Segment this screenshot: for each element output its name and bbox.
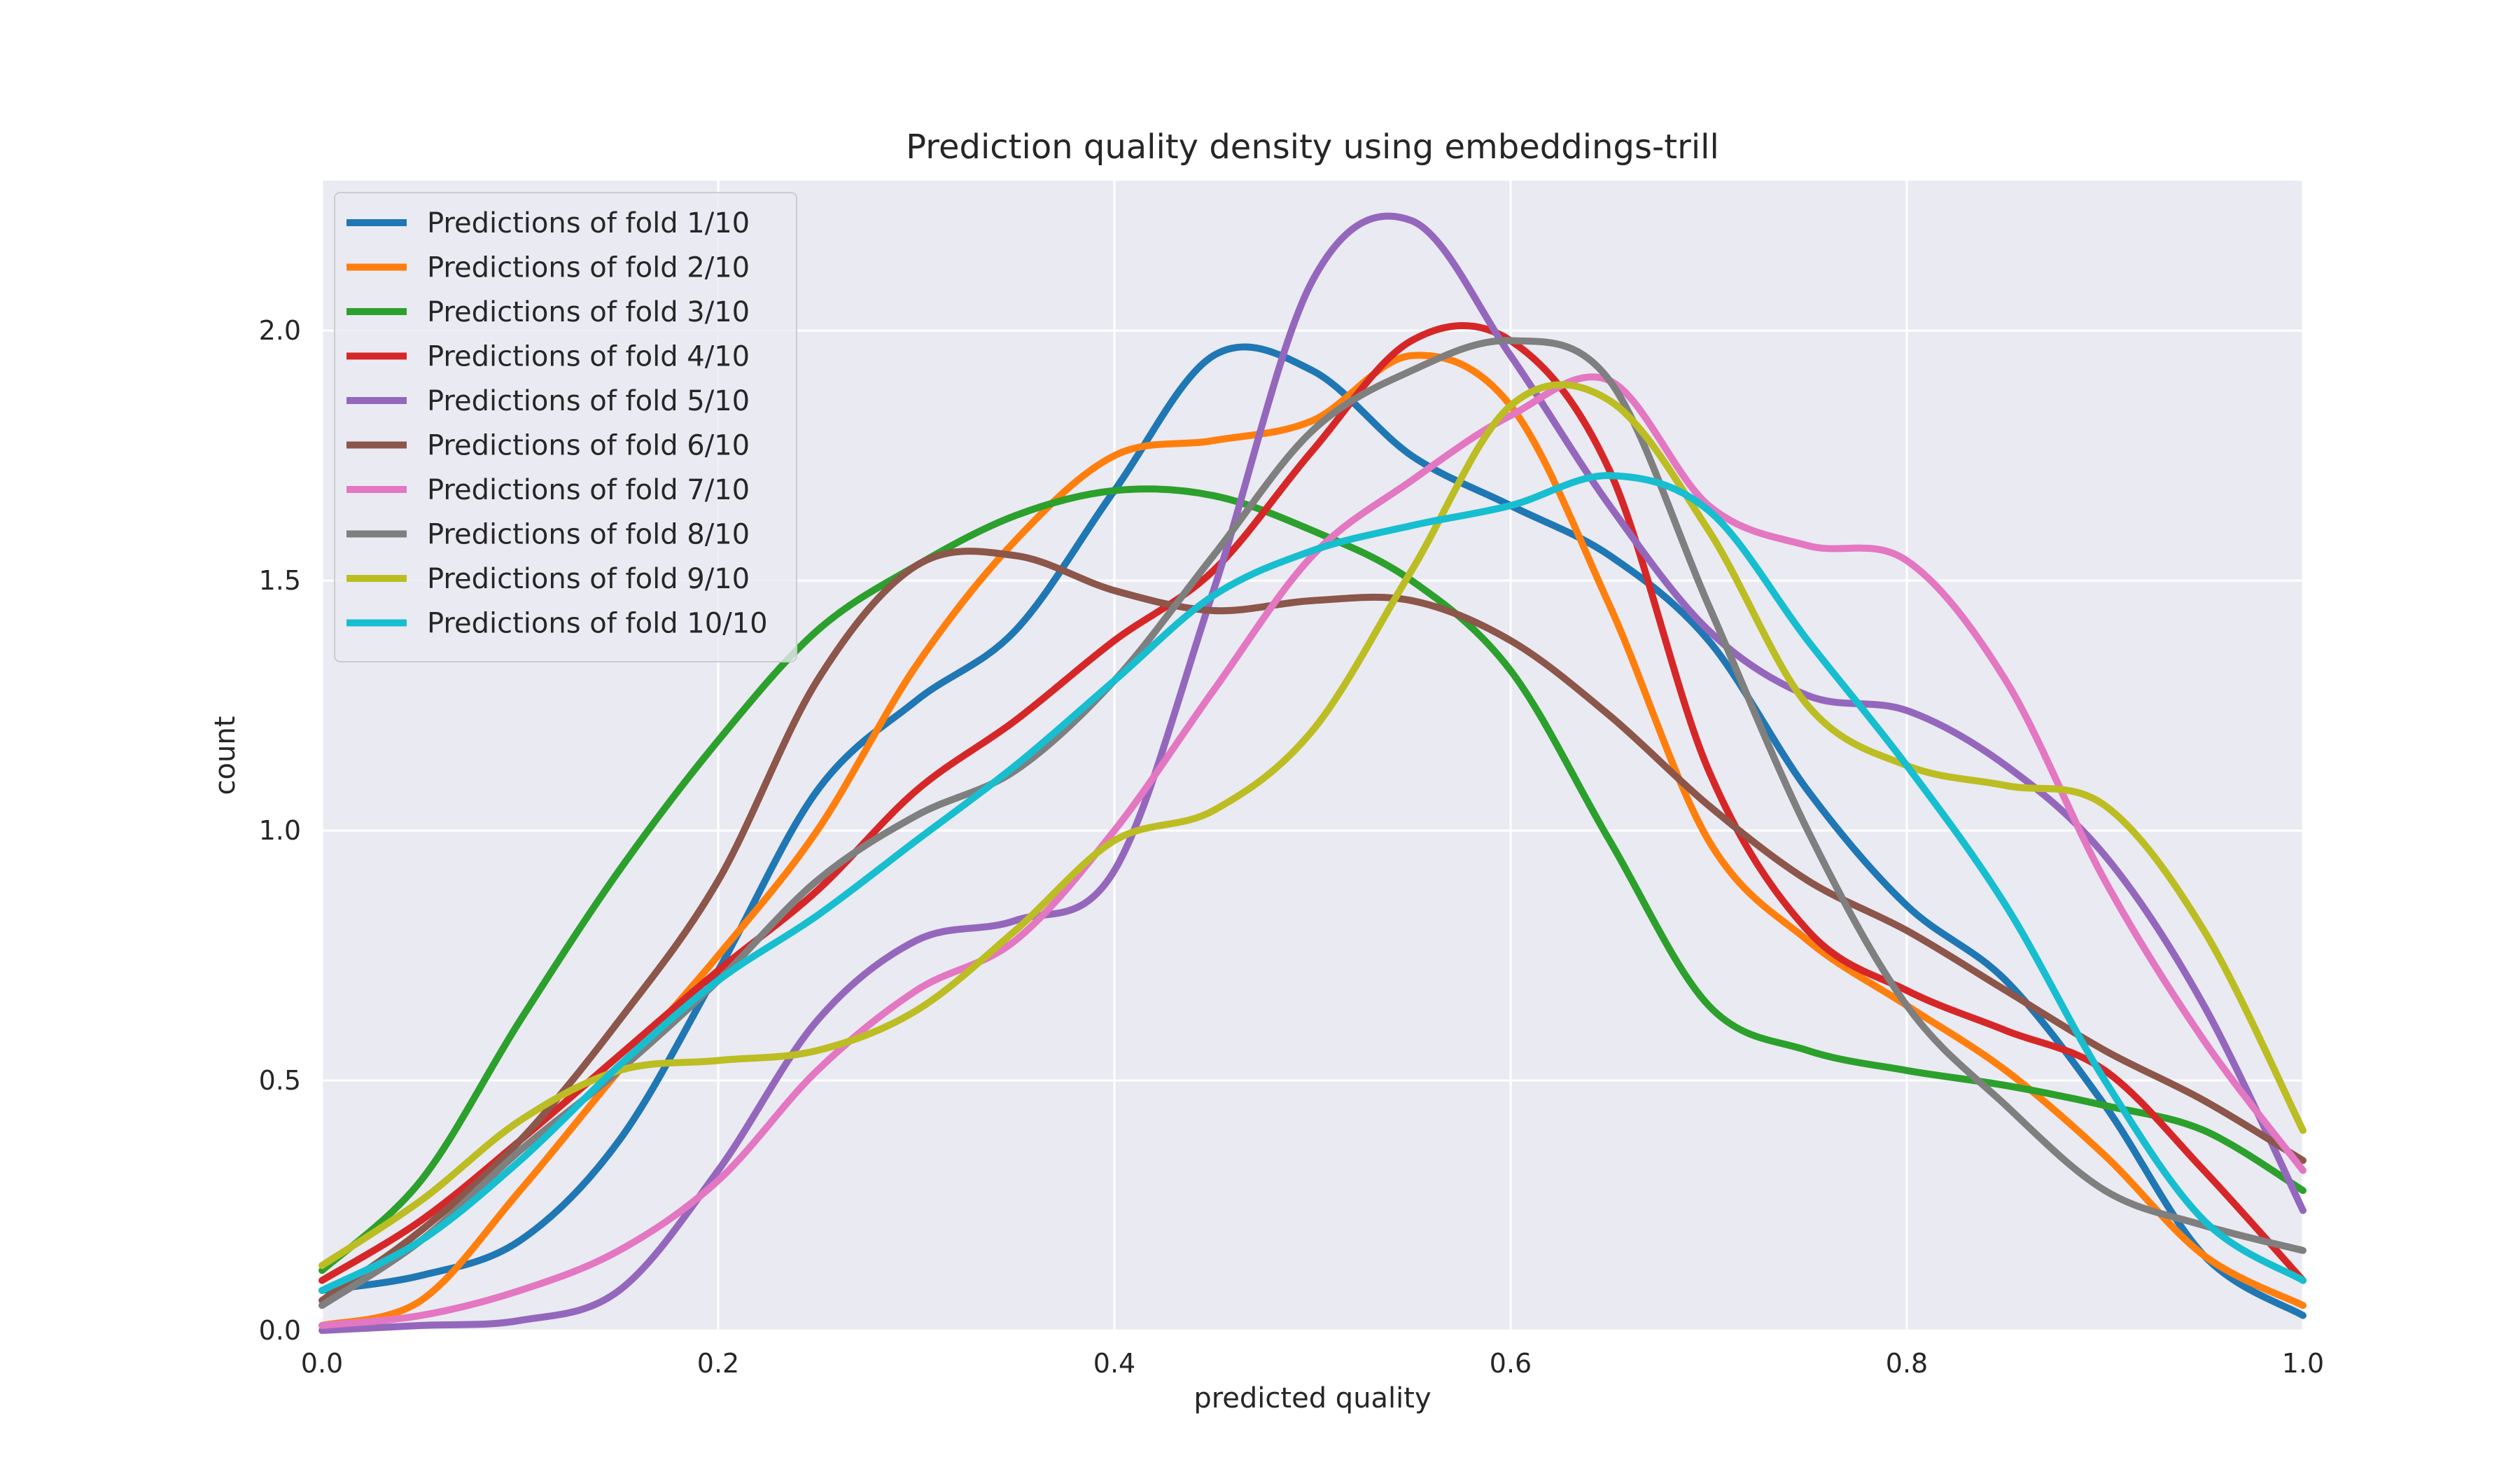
y-tick-label: 2.0 <box>259 315 301 346</box>
legend-label-fold-6: Predictions of fold 6/10 <box>427 430 750 462</box>
legend-box <box>334 192 797 662</box>
x-tick-label: 0.0 <box>301 1348 343 1379</box>
legend-label-fold-7: Predictions of fold 7/10 <box>427 474 750 506</box>
y-tick-label: 1.5 <box>259 565 301 596</box>
legend-label-fold-5: Predictions of fold 5/10 <box>427 385 750 417</box>
series-line-fold-9 <box>318 381 2306 1270</box>
series-lines <box>318 212 2306 1334</box>
x-tick-label: 1.0 <box>2282 1348 2324 1379</box>
series-line-fold-8 <box>318 337 2306 1309</box>
series-line-fold-5 <box>318 212 2306 1334</box>
x-axis-label: predicted quality <box>1194 1382 1431 1414</box>
legend-label-fold-8: Predictions of fold 8/10 <box>427 519 750 551</box>
y-tick-label: 0.5 <box>259 1065 301 1096</box>
legend-label-fold-3: Predictions of fold 3/10 <box>427 296 750 328</box>
chart-title: Prediction quality density using embeddi… <box>906 127 1719 167</box>
legend: Predictions of fold 1/10 Predictions of f… <box>334 192 797 662</box>
legend-label-fold-1: Predictions of fold 1/10 <box>427 207 750 239</box>
x-tick-label: 0.2 <box>697 1348 739 1379</box>
legend-label-fold-9: Predictions of fold 9/10 <box>427 563 750 595</box>
x-tick-label: 0.6 <box>1490 1348 1532 1379</box>
series-line-fold-7 <box>318 373 2306 1329</box>
y-tick-label: 1.0 <box>259 815 301 846</box>
legend-label-fold-10: Predictions of fold 10/10 <box>427 608 768 640</box>
legend-label-fold-4: Predictions of fold 4/10 <box>427 341 750 373</box>
x-tick-label: 0.8 <box>1886 1348 1928 1379</box>
x-tick-label: 0.4 <box>1093 1348 1135 1379</box>
legend-label-fold-2: Predictions of fold 2/10 <box>427 252 750 284</box>
y-axis-label: count <box>209 716 241 795</box>
series-line-fold-4 <box>318 322 2306 1284</box>
y-tick-label: 0.0 <box>259 1315 301 1346</box>
series-line-fold-3 <box>318 485 2306 1274</box>
series-line-fold-1 <box>318 343 2306 1319</box>
series-line-fold-10 <box>318 472 2306 1294</box>
tick-labels: 0.0 0.2 0.4 0.6 0.8 1.0 0.0 0.5 1.0 1.5 2.0 <box>259 315 2325 1379</box>
